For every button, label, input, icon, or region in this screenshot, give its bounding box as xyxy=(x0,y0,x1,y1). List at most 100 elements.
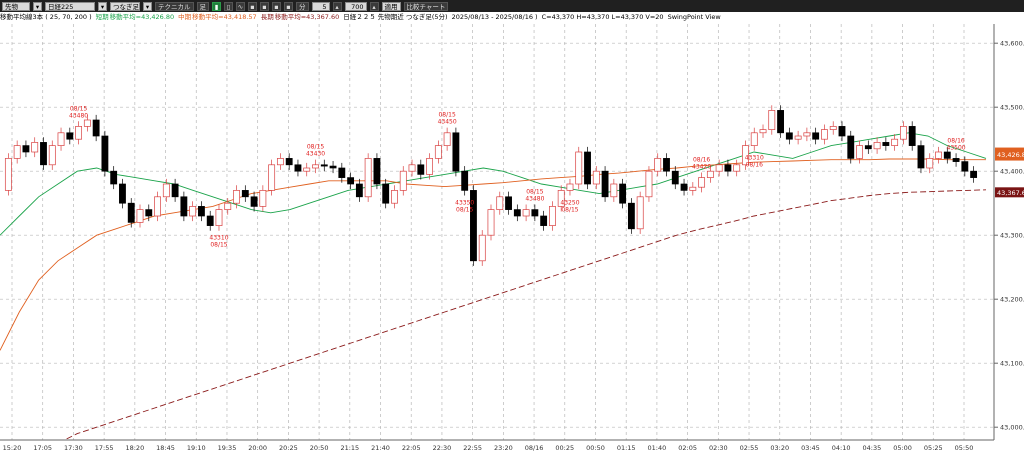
candle-body xyxy=(557,190,565,207)
x-tick-label: 05:00 xyxy=(893,444,912,452)
candle-body xyxy=(794,135,802,140)
x-tick-label: 05:25 xyxy=(924,444,943,452)
count-input[interactable]: 700 xyxy=(344,1,367,11)
candle-body xyxy=(215,209,223,226)
swing-label-date: 08/15 xyxy=(307,144,324,151)
candle-body xyxy=(856,145,863,159)
candle-body xyxy=(935,151,942,159)
minute-chart-icon[interactable]: ▪ xyxy=(284,1,293,11)
candle-body xyxy=(320,164,328,167)
swing-label-date: 08/15 xyxy=(456,207,473,214)
current-price-box xyxy=(995,187,1024,198)
x-tick-label: 08/16 xyxy=(525,444,544,452)
candle-body xyxy=(531,209,539,217)
grid xyxy=(0,24,994,440)
candle-body xyxy=(821,129,828,140)
market-select[interactable]: 先物 xyxy=(2,1,30,11)
x-tick-label: 02:55 xyxy=(740,444,759,452)
swing-label-date: 08/15 xyxy=(70,105,87,112)
candle-body xyxy=(838,126,846,137)
x-tick-label: 18:45 xyxy=(156,444,175,452)
analysis-button[interactable]: テクニカル xyxy=(155,1,194,11)
candle-body xyxy=(452,132,460,172)
x-tick-label: 19:10 xyxy=(187,444,206,452)
candle-body xyxy=(768,110,776,130)
candle-body xyxy=(645,170,653,198)
x-tick-label: 21:40 xyxy=(371,444,390,452)
last-price-label: 43,426.8 xyxy=(997,151,1024,159)
candle-body xyxy=(742,145,749,166)
day-chart-icon[interactable]: ▪ xyxy=(260,1,269,11)
candle-body xyxy=(233,190,240,204)
apply-button[interactable]: 適用 xyxy=(381,1,401,11)
x-tick-label: 02:05 xyxy=(678,444,697,452)
candle-body xyxy=(908,126,916,146)
candle-body xyxy=(250,196,258,207)
candle-body xyxy=(391,190,398,204)
last-price-box xyxy=(995,147,1024,161)
candle-body xyxy=(926,158,934,169)
candle-body xyxy=(584,151,591,185)
candle-body xyxy=(505,196,512,210)
dropdown-arrow-icon[interactable]: ▾ xyxy=(98,1,107,11)
candle-body xyxy=(92,119,100,137)
x-tick-label: 04:35 xyxy=(863,444,882,452)
candle-body xyxy=(847,135,855,159)
candle-body xyxy=(180,196,188,217)
interval-spinner-icon[interactable]: ▴ xyxy=(332,1,342,11)
candle-body xyxy=(592,170,600,185)
x-tick-label: 04:10 xyxy=(832,444,851,452)
ma-line-mid xyxy=(0,158,986,351)
candle-body xyxy=(689,186,697,191)
compare-chart-button[interactable]: 比較チャート xyxy=(403,1,449,11)
symbol-select[interactable]: 日経225 xyxy=(45,1,95,11)
candle-body xyxy=(434,145,442,159)
candle-body xyxy=(663,158,670,172)
interval-input[interactable]: 5 xyxy=(311,1,330,11)
candle-body xyxy=(206,215,214,226)
swing-label-price: 43450 xyxy=(438,119,457,126)
candle-body xyxy=(873,142,881,150)
candle-body xyxy=(355,183,363,198)
dropdown-arrow-icon[interactable]: ▾ xyxy=(143,1,152,11)
candle-body xyxy=(575,151,583,185)
candle-body xyxy=(66,132,74,140)
candle-body xyxy=(426,158,433,175)
swing-label-date: 08/16 xyxy=(746,162,763,169)
x-tick-label: 20:00 xyxy=(248,444,267,452)
chart-mode-select[interactable]: つなぎ足 xyxy=(110,1,140,11)
x-tick-label: 05:50 xyxy=(955,444,974,452)
candle-body xyxy=(154,196,161,217)
dropdown-arrow-icon[interactable]: ▾ xyxy=(33,1,42,11)
candle-chart-icon[interactable]: ▮ xyxy=(212,1,221,11)
candle-body xyxy=(970,170,978,178)
candle-body xyxy=(522,209,530,217)
candle-body xyxy=(566,183,574,191)
candle-body xyxy=(952,158,960,162)
swing-label-date: 08/15 xyxy=(438,112,455,119)
candle-body xyxy=(382,183,390,204)
count-spinner-icon[interactable]: ▴ xyxy=(369,1,379,11)
bar-chart-icon[interactable]: ▯ xyxy=(224,1,233,11)
ohlc-label: C=43,370 H=43,370 L=43,370 V=20 xyxy=(541,13,664,21)
candle-body xyxy=(83,119,91,127)
candle-body xyxy=(706,170,714,178)
long-ma-label: 長期 xyxy=(260,13,274,21)
candle-body xyxy=(627,202,635,230)
candle-body xyxy=(22,145,30,153)
candle-body xyxy=(338,167,346,178)
candle-body xyxy=(917,145,925,169)
x-tick-label: 03:20 xyxy=(770,444,789,452)
tick-chart-icon[interactable]: ▪ xyxy=(248,1,257,11)
line-chart-icon[interactable]: ∿ xyxy=(236,1,245,11)
x-tick-label: 18:20 xyxy=(125,444,144,452)
candle-body xyxy=(303,167,311,172)
candle-body xyxy=(715,164,723,172)
moving-averages xyxy=(0,132,987,456)
candle-body xyxy=(75,126,83,140)
y-tick-label: 43,300.0 xyxy=(1000,232,1024,240)
week-chart-icon[interactable]: ▪ xyxy=(272,1,281,11)
candle-body xyxy=(470,190,477,262)
indicator-label: SwingPoint View xyxy=(667,13,721,21)
